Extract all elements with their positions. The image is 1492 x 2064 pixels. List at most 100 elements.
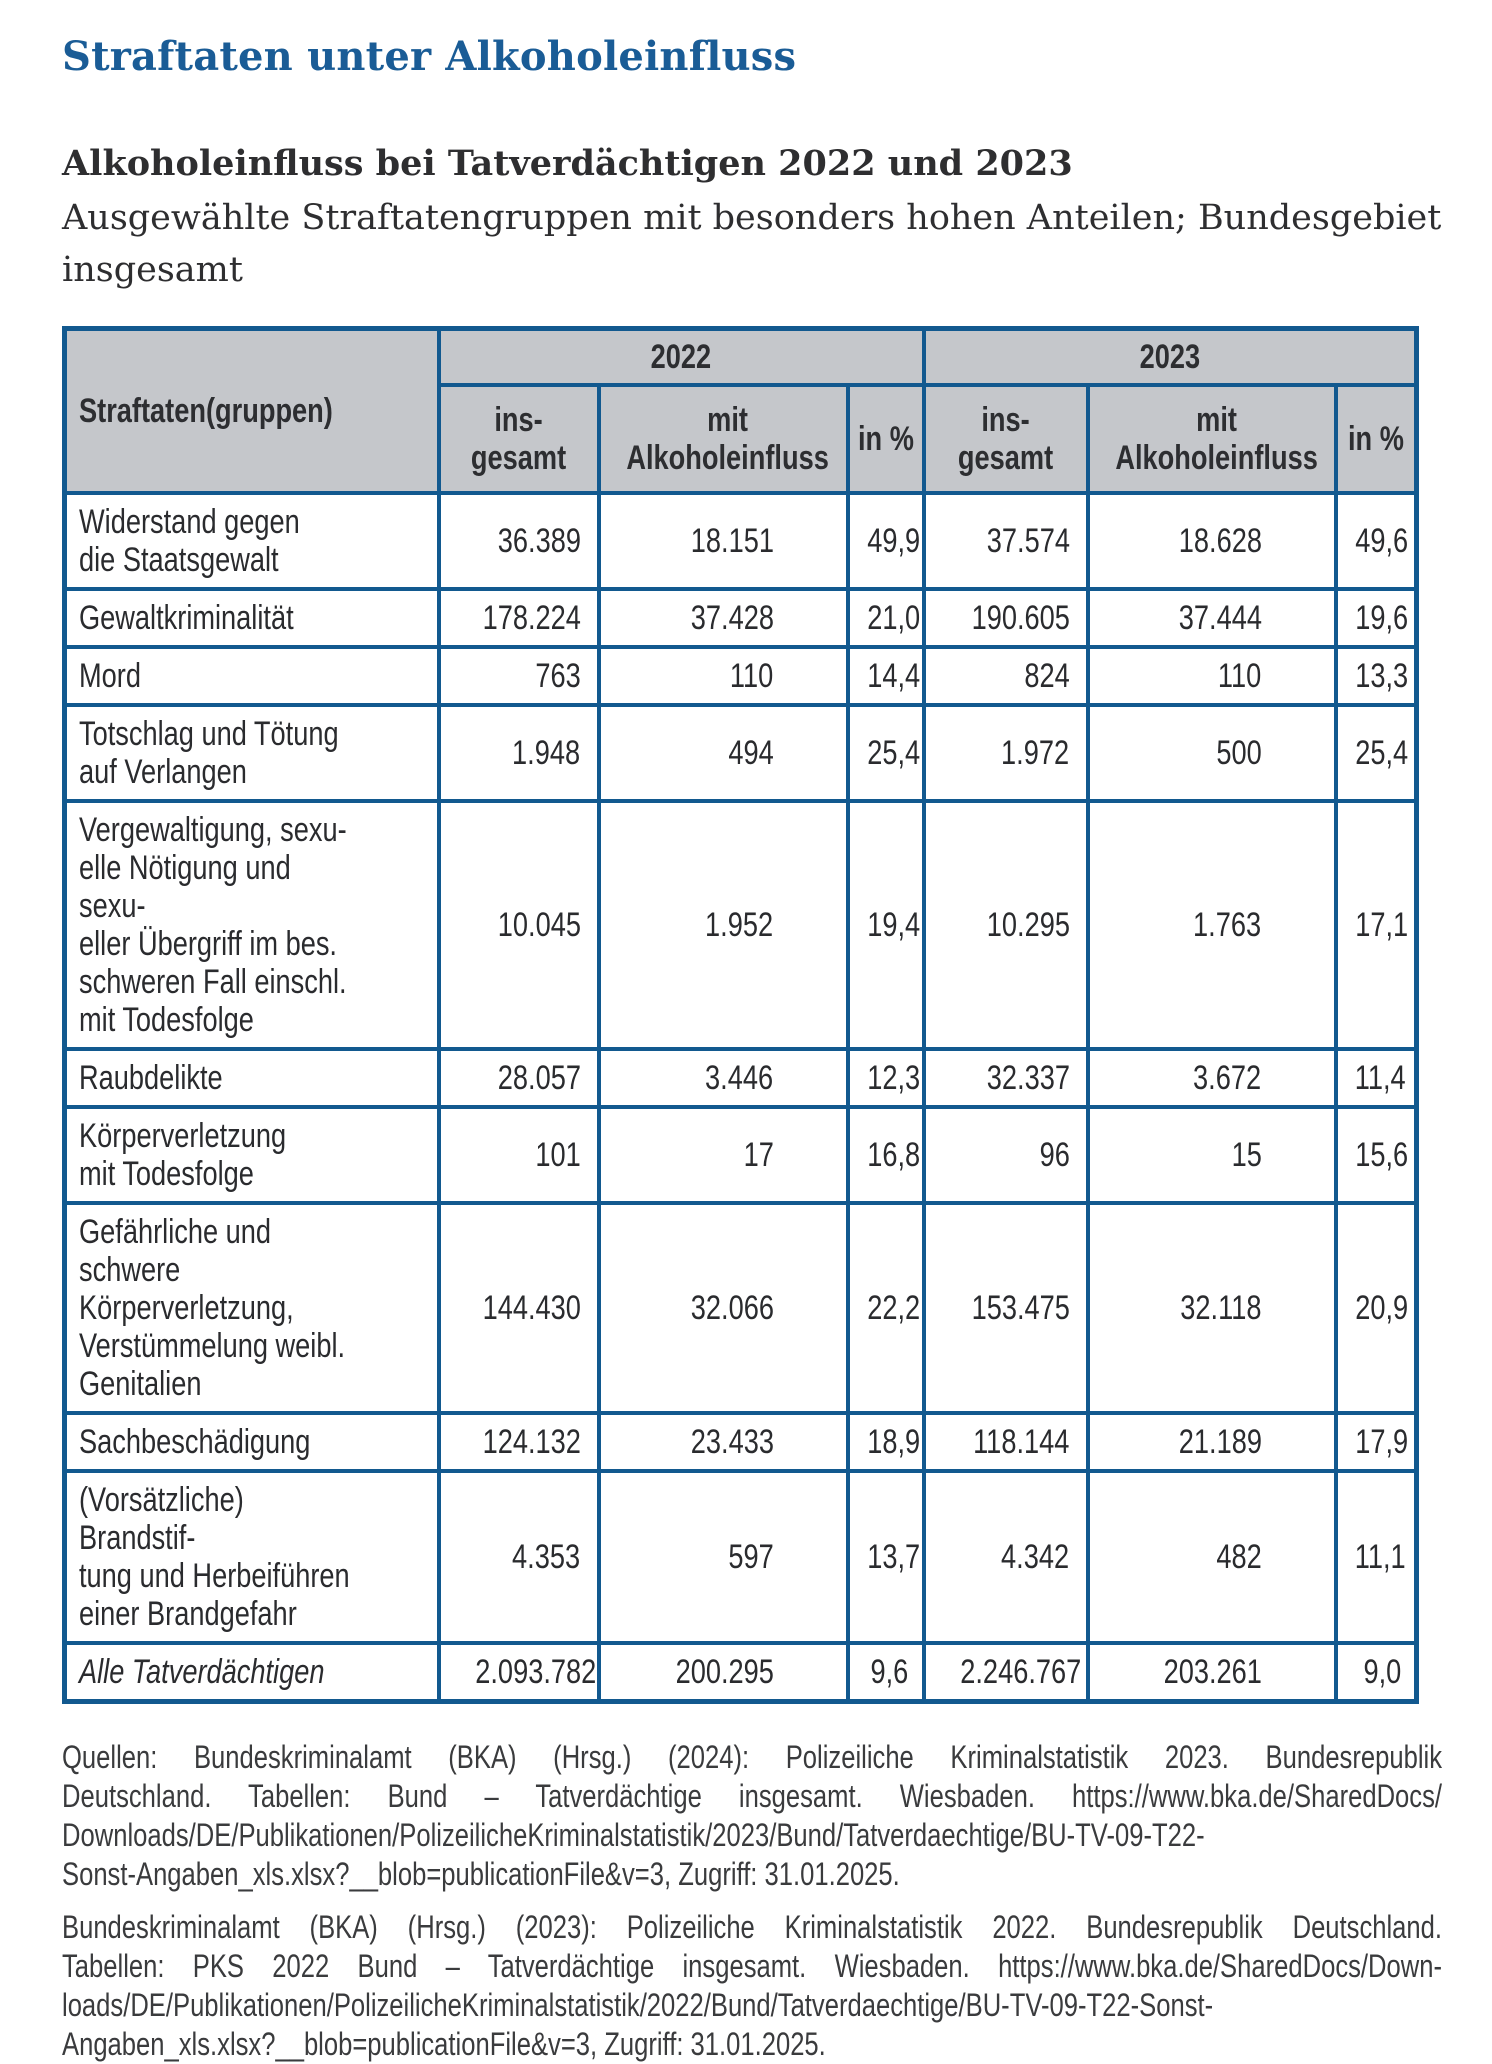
cell-value: 16,8: [866, 1136, 920, 1174]
value-cell: 1.952: [596, 799, 850, 1051]
source-line: Tabellen: PKS 2022 Bund – Tatverdächtige…: [62, 1948, 1442, 1984]
cell-value: 500: [1216, 734, 1262, 772]
cell-value: 15: [1231, 1136, 1262, 1174]
row-label-cell: Raubdelikte: [62, 1047, 441, 1109]
cell-value: 10.295: [986, 906, 1070, 944]
table-row: Sachbeschädigung 124.132 23.433 18,9 118.144…: [62, 1411, 1419, 1473]
cell-value: 25,4: [866, 734, 920, 772]
cell-value: 763: [535, 657, 581, 695]
cell-value: 17: [743, 1136, 774, 1174]
value-cell: 49,9: [845, 491, 926, 591]
cell-value: 37.428: [690, 599, 774, 637]
value-cell: 763: [436, 645, 601, 707]
cell-value: 36.389: [497, 522, 581, 560]
cell-value: 22,2: [866, 1289, 920, 1327]
table-row: Alle Tatverdächtigen 2.093.782 200.295 9,6 2…: [62, 1641, 1419, 1704]
cell-value: 178.224: [482, 599, 581, 637]
value-cell: 190.605: [921, 587, 1090, 649]
value-cell: 203.261: [1085, 1641, 1338, 1704]
table-header-year-row: Straftaten(gruppen) 2022 2023: [62, 326, 1419, 495]
cell-value: 190.605: [971, 599, 1070, 637]
cell-value: 3.672: [1193, 1059, 1262, 1097]
value-cell: 11,1: [1333, 1469, 1419, 1645]
row-label-cell: Alle Tatverdächtigen: [62, 1641, 441, 1704]
value-cell: 36.389: [436, 491, 601, 591]
cell-value: 10.045: [497, 906, 581, 944]
document-page: { "page": { "title": "Straftaten unter A…: [62, 33, 1442, 2062]
row-label-cell: Mord: [62, 645, 441, 707]
row-label-cell: Sachbeschädigung: [62, 1411, 441, 1473]
value-cell: 37.444: [1085, 587, 1338, 649]
cell-value: 32.066: [690, 1289, 774, 1327]
value-cell: 96: [921, 1105, 1090, 1205]
cell-value: 37.444: [1178, 599, 1262, 637]
table-row: Vergewaltigung, sexu- elle Nötigung und …: [62, 799, 1419, 1051]
value-cell: 500: [1085, 703, 1338, 803]
value-cell: 178.224: [436, 587, 601, 649]
value-cell: 200.295: [596, 1641, 850, 1704]
value-cell: 21,0: [845, 587, 926, 649]
value-cell: 3.672: [1085, 1047, 1338, 1109]
cell-value: 17,9: [1354, 1423, 1408, 1461]
table-row: Gewaltkriminalität 178.224 37.428 21,0 190.6…: [62, 587, 1419, 649]
cell-value: 153.475: [971, 1289, 1070, 1327]
cell-value: 21.189: [1178, 1423, 1262, 1461]
cell-value: 18.151: [690, 522, 774, 560]
value-cell: 20,9: [1333, 1201, 1419, 1415]
cell-value: 3.446: [705, 1059, 774, 1097]
cell-value: 49,9: [866, 522, 920, 560]
value-cell: 110: [1085, 645, 1338, 707]
row-label-cell: Körperverletzung mit Todesfolge: [62, 1105, 441, 1205]
row-label-cell: Widerstand gegen die Staatsgewalt: [62, 491, 441, 591]
value-cell: 22,2: [845, 1201, 926, 1415]
table-row: Körperverletzung mit Todesfolge 101 17 16,8…: [62, 1105, 1419, 1205]
cell-value: 824: [1024, 657, 1070, 695]
table-subtitle: Ausgewählte Straftatengruppen mit besond…: [62, 198, 1442, 290]
cell-value: 1.763: [1193, 906, 1262, 944]
source-line: loads/DE/Publikationen/PolizeilicheKrimi…: [62, 1987, 1214, 2023]
row-label: Gefährliche und schwere Körperverletzung…: [79, 1213, 346, 1403]
cell-value: 18.628: [1178, 522, 1262, 560]
row-label-cell: (Vorsätzliche) Brandstif- tung und Herbe…: [62, 1469, 441, 1645]
cell-value: 494: [728, 734, 774, 772]
row-label: Gewaltkriminalität: [79, 599, 294, 637]
value-cell: 18.151: [596, 491, 850, 591]
value-cell: 10.045: [436, 799, 601, 1051]
table-row: Mord 763 110 14,4 824 110 13,3: [62, 645, 1419, 707]
cell-value: 19,6: [1354, 599, 1408, 637]
cell-value: 32.337: [986, 1059, 1070, 1097]
cell-value: 49,6: [1354, 522, 1408, 560]
row-label: Raubdelikte: [79, 1059, 223, 1097]
cell-value: 1.948: [512, 734, 581, 772]
cell-value: 11,4: [1354, 1059, 1406, 1097]
source-paragraph: Bundeskriminalamt (BKA) (Hrsg.) (2023): …: [62, 1908, 1442, 2064]
header-mit-alkoholeinfluss-2022: mit Alkoholeinfluss: [596, 383, 850, 495]
value-cell: 110: [596, 645, 850, 707]
value-cell: 21.189: [1085, 1411, 1338, 1473]
header-straftaten: Straftaten(gruppen): [62, 326, 441, 495]
source-line: Bundeskriminalamt (BKA) (Hrsg.) (2023): …: [62, 1909, 1442, 1945]
value-cell: 25,4: [1333, 703, 1419, 803]
value-cell: 19,4: [845, 799, 926, 1051]
value-cell: 101: [436, 1105, 601, 1205]
cell-value: 4.353: [512, 1538, 581, 1576]
cell-value: 1.952: [705, 906, 774, 944]
table-title: Alkoholeinfluss bei Tatverdächtigen 2022…: [62, 143, 1073, 184]
value-cell: 17: [596, 1105, 850, 1205]
value-cell: 28.057: [436, 1047, 601, 1109]
header-insgesamt-2022: ins- gesamt: [436, 383, 601, 495]
cell-value: 2.093.782: [474, 1653, 596, 1691]
cell-value: 17,1: [1354, 906, 1408, 944]
cell-value: 144.430: [482, 1289, 581, 1327]
sources-section: Quellen: Bundeskriminalamt (BKA) (Hrsg.)…: [62, 1738, 1442, 2064]
cell-value: 18,9: [866, 1423, 920, 1461]
cell-value: 200.295: [675, 1653, 774, 1691]
row-label: Totschlag und Tötung auf Verlangen: [79, 715, 339, 791]
value-cell: 2.093.782: [436, 1641, 601, 1704]
value-cell: 14,4: [845, 645, 926, 707]
table-row: Gefährliche und schwere Körperverletzung…: [62, 1201, 1419, 1415]
value-cell: 23.433: [596, 1411, 850, 1473]
value-cell: 19,6: [1333, 587, 1419, 649]
header-in-prozent-2023: in %: [1333, 383, 1419, 495]
cell-value: 14,4: [866, 657, 920, 695]
